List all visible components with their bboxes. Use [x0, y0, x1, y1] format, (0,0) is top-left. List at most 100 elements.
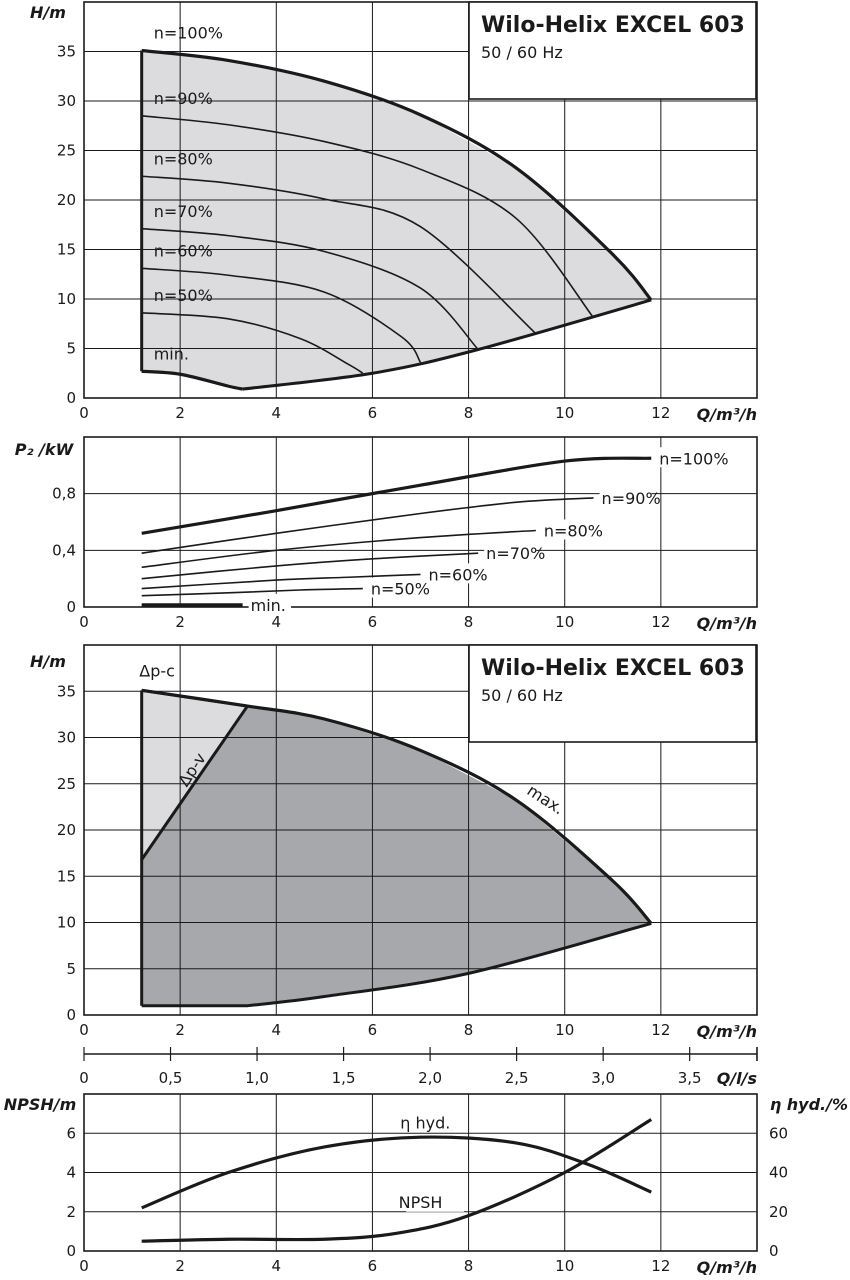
series-line [141, 1135, 652, 1210]
series-label: n=60% [429, 565, 488, 584]
x-tick-label: 4 [272, 613, 282, 631]
x-tick-label: 2 [175, 613, 185, 631]
series-label: Δp-c [139, 661, 175, 680]
series-line [141, 369, 243, 391]
label-bg [426, 563, 479, 584]
label-bg [368, 577, 421, 598]
axis-q-ls: 0 0,5 1,0 1,5 2,0 2,5 3,0 3,5 Q/l/s [79, 1047, 758, 1088]
y-tick-label: 0 [66, 1242, 76, 1260]
series-line [140, 705, 249, 861]
x-tick-label: 0,5 [159, 1069, 183, 1087]
y-tick-label: 25 [57, 775, 76, 793]
operating-area [141, 50, 652, 390]
y-tick-label: 0,4 [52, 541, 76, 559]
x-tick-label: 4 [272, 404, 282, 422]
series-label: n=100% [154, 24, 223, 43]
y-tick-label: 30 [57, 729, 76, 747]
y-axis-label: H/m [30, 652, 66, 671]
y-tick-label: 0,8 [52, 485, 76, 503]
label-bg [484, 542, 537, 563]
y-axis-label: H/m [30, 3, 66, 22]
y-tick-label: 0 [66, 598, 76, 616]
x-axis-label: Q/m³/h [697, 405, 757, 424]
x-tick-label: 1,0 [245, 1069, 269, 1087]
series-label: n=90% [602, 489, 661, 508]
series-label: min. [251, 596, 286, 615]
label-bg [541, 519, 594, 540]
x-tick-label: 0 [79, 1257, 89, 1275]
y2-axis-label: η hyd./% [770, 1095, 848, 1114]
y-tick-label: 2 [66, 1203, 76, 1221]
x-tick-label: 10 [555, 613, 574, 631]
x-tick-label: 0 [79, 1069, 89, 1087]
y-tick-label: 20 [57, 191, 76, 209]
series-line [141, 115, 595, 319]
series-label: NPSH [399, 1193, 443, 1212]
x-tick-label: 0 [79, 1021, 89, 1039]
dp-c-area [141, 690, 248, 860]
x-tick-label: 8 [464, 1021, 474, 1039]
chart-title: Wilo-Helix EXCEL 603 [481, 656, 745, 681]
x-tick-label: 10 [555, 1257, 574, 1275]
series-line [141, 48, 653, 302]
title-box [468, 1, 757, 100]
x-axis-label: Q/m³/h [697, 1022, 757, 1041]
plot-frame [83, 1, 758, 399]
y-tick-label: 10 [57, 914, 76, 932]
y-tick-label: 35 [57, 43, 76, 61]
x-tick-label: 6 [368, 1021, 378, 1039]
y2-tick-label: 20 [769, 1203, 788, 1221]
y-axis-label: NPSH/m [4, 1095, 77, 1114]
series-line [141, 312, 364, 374]
series-label: n=50% [371, 580, 430, 599]
x-tick-label: 4 [272, 1257, 282, 1275]
x-tick-label: 10 [555, 1021, 574, 1039]
x-tick-label: 3,5 [678, 1069, 702, 1087]
y2-tick-label: 0 [769, 1242, 779, 1260]
title-box [468, 644, 757, 743]
y-tick-label: 30 [57, 92, 76, 110]
y-tick-label: 25 [57, 142, 76, 160]
lower-boundary [242, 298, 652, 391]
chart-h-speed: 0 2 4 6 8 10 12 0 5 10 15 20 25 30 35 Q/m³/h H/m n=100% n=… [30, 1, 758, 424]
x-tick-label: 12 [651, 1021, 670, 1039]
y-tick-label: 20 [57, 821, 76, 839]
series-label: n=50% [154, 286, 213, 305]
series-line [141, 587, 363, 597]
series-line [141, 529, 536, 569]
label-bg [406, 1191, 465, 1212]
series-line [141, 456, 652, 535]
series-label: n=70% [154, 202, 213, 221]
series-label: n=60% [154, 241, 213, 260]
y2-tick-label: 60 [769, 1124, 788, 1142]
chart-npsh-eta: 0 2 4 6 8 10 12 0 2 4 6 Q/m³/h 0 20 40 60 NPSH/m η hyd./%… [4, 1093, 848, 1277]
label-bg [599, 486, 652, 507]
chart-p2: 0 2 4 6 8 10 12 0 0,4 0,8 Q/m³/h P₂ /kW n=100% n=90% n… [15, 436, 758, 633]
series-line [141, 175, 537, 335]
x-tick-label: 4 [272, 1021, 282, 1039]
x-tick-label: 8 [464, 1257, 474, 1275]
x-axis-label: Q/m³/h [697, 1258, 757, 1277]
y-tick-label: 15 [57, 867, 76, 885]
x-tick-label: 1,5 [332, 1069, 356, 1087]
series-label: η hyd. [400, 1113, 450, 1132]
plot-frame [83, 644, 758, 1016]
series-label: n=80% [154, 149, 213, 168]
y-tick-label: 5 [66, 340, 76, 358]
lower-boundary [141, 921, 652, 1008]
x-tick-label: 10 [555, 404, 574, 422]
dp-v-area [141, 706, 652, 1006]
chart-title: Wilo-Helix EXCEL 603 [481, 13, 745, 38]
series-label: n=80% [544, 522, 603, 541]
series-line [141, 267, 422, 363]
plot-frame [83, 436, 758, 608]
plot-frame [83, 1093, 758, 1252]
series-label: min. [154, 344, 189, 363]
x-axis-label: Q/l/s [717, 1069, 757, 1088]
series-line [141, 497, 594, 554]
y-tick-label: 6 [66, 1124, 76, 1142]
y-tick-label: 0 [66, 1006, 76, 1024]
x-tick-label: 8 [464, 404, 474, 422]
